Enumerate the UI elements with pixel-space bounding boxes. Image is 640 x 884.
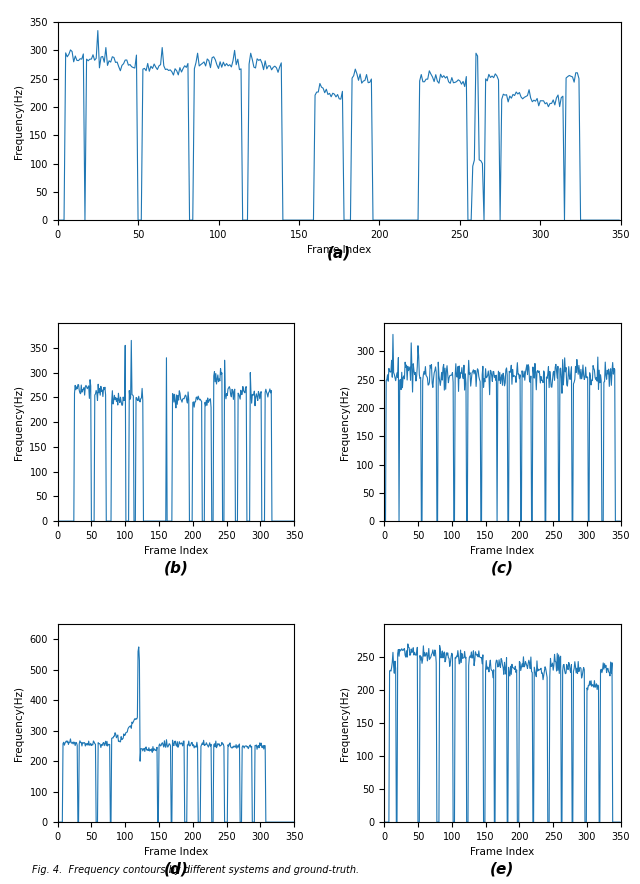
X-axis label: Frame Index: Frame Index xyxy=(307,246,371,255)
X-axis label: Frame Index: Frame Index xyxy=(144,546,208,556)
Text: (a): (a) xyxy=(327,246,351,261)
Text: (e): (e) xyxy=(490,862,515,877)
X-axis label: Frame Index: Frame Index xyxy=(470,546,534,556)
Text: Fig. 4.  Frequency contours by different systems and ground-truth.: Fig. 4. Frequency contours by different … xyxy=(32,865,359,875)
Y-axis label: Frequency(Hz): Frequency(Hz) xyxy=(340,385,350,460)
Y-axis label: Frequency(Hz): Frequency(Hz) xyxy=(13,385,24,460)
Y-axis label: Frequency(Hz): Frequency(Hz) xyxy=(14,686,24,760)
Y-axis label: Frequency(Hz): Frequency(Hz) xyxy=(13,84,24,158)
Text: (c): (c) xyxy=(491,560,514,575)
Y-axis label: Frequency(Hz): Frequency(Hz) xyxy=(340,686,350,760)
X-axis label: Frame Index: Frame Index xyxy=(144,848,208,857)
Text: (b): (b) xyxy=(163,560,188,575)
Text: (d): (d) xyxy=(163,862,188,877)
X-axis label: Frame Index: Frame Index xyxy=(470,848,534,857)
